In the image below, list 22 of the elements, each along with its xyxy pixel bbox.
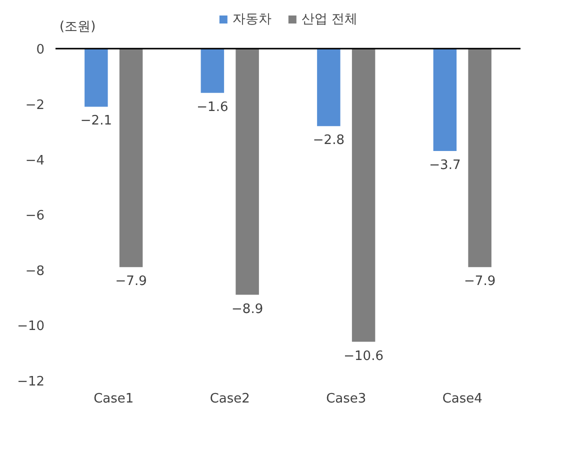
data-label: −10.6: [344, 348, 384, 364]
data-label: −2.1: [80, 114, 112, 129]
legend-label: 자동차: [232, 11, 272, 28]
y-axis-title: (조원): [60, 20, 96, 35]
y-tick-label: −6: [25, 208, 45, 224]
y-tick-label: −4: [25, 153, 45, 168]
y-tick-label: −12: [17, 374, 45, 390]
x-tick-label: Case4: [442, 392, 482, 406]
legend-label: 산업 전체: [301, 11, 358, 28]
data-label: −3.7: [429, 158, 461, 173]
y-tick-label: −10: [17, 319, 45, 334]
y-tick-label: 0: [36, 42, 45, 58]
x-tick-label: Case3: [326, 392, 366, 406]
data-label: −2.8: [312, 133, 344, 148]
data-label: −1.6: [196, 100, 228, 115]
y-tick-label: −8: [25, 264, 45, 279]
data-label: −7.9: [464, 274, 496, 290]
x-tick-label: Case1: [94, 392, 134, 406]
data-label: −8.9: [232, 302, 264, 317]
x-tick-label: Case2: [210, 392, 250, 406]
data-label: −7.9: [115, 274, 147, 290]
y-tick-label: −2: [25, 98, 45, 113]
